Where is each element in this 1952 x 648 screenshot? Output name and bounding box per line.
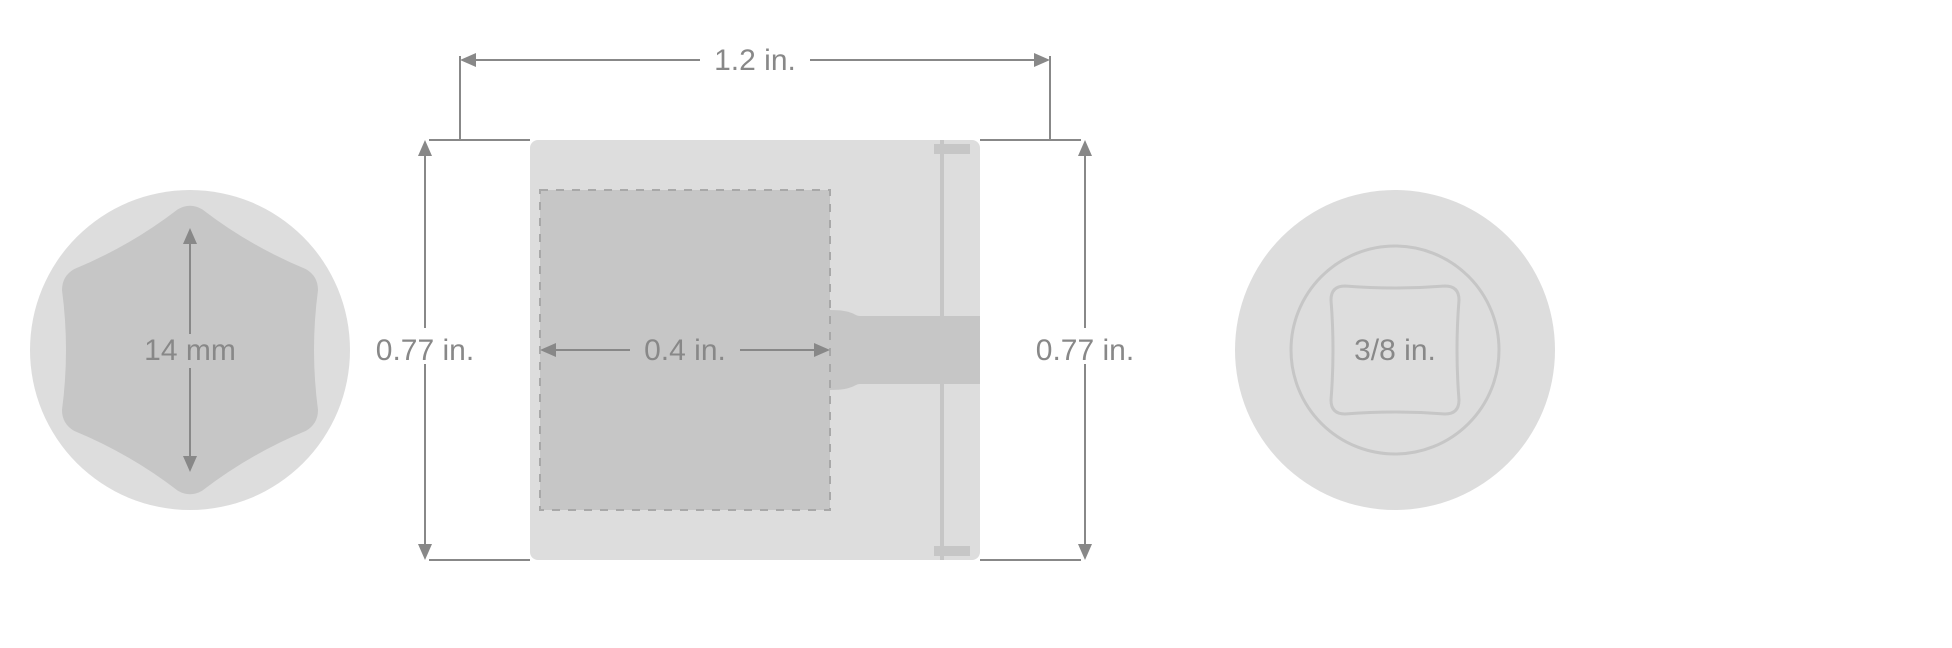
side-width-label: 1.2 in. [714,44,796,77]
side-height-left-label: 0.77 in. [376,334,474,367]
front-size-label: 14 mm [144,334,236,367]
side-depth-label: 0.4 in. [644,334,726,367]
side-groove-bot [934,546,970,556]
side-groove-top [934,144,970,154]
rear-drive-label: 3/8 in. [1354,334,1436,367]
side-height-right-label: 0.77 in. [1036,334,1134,367]
